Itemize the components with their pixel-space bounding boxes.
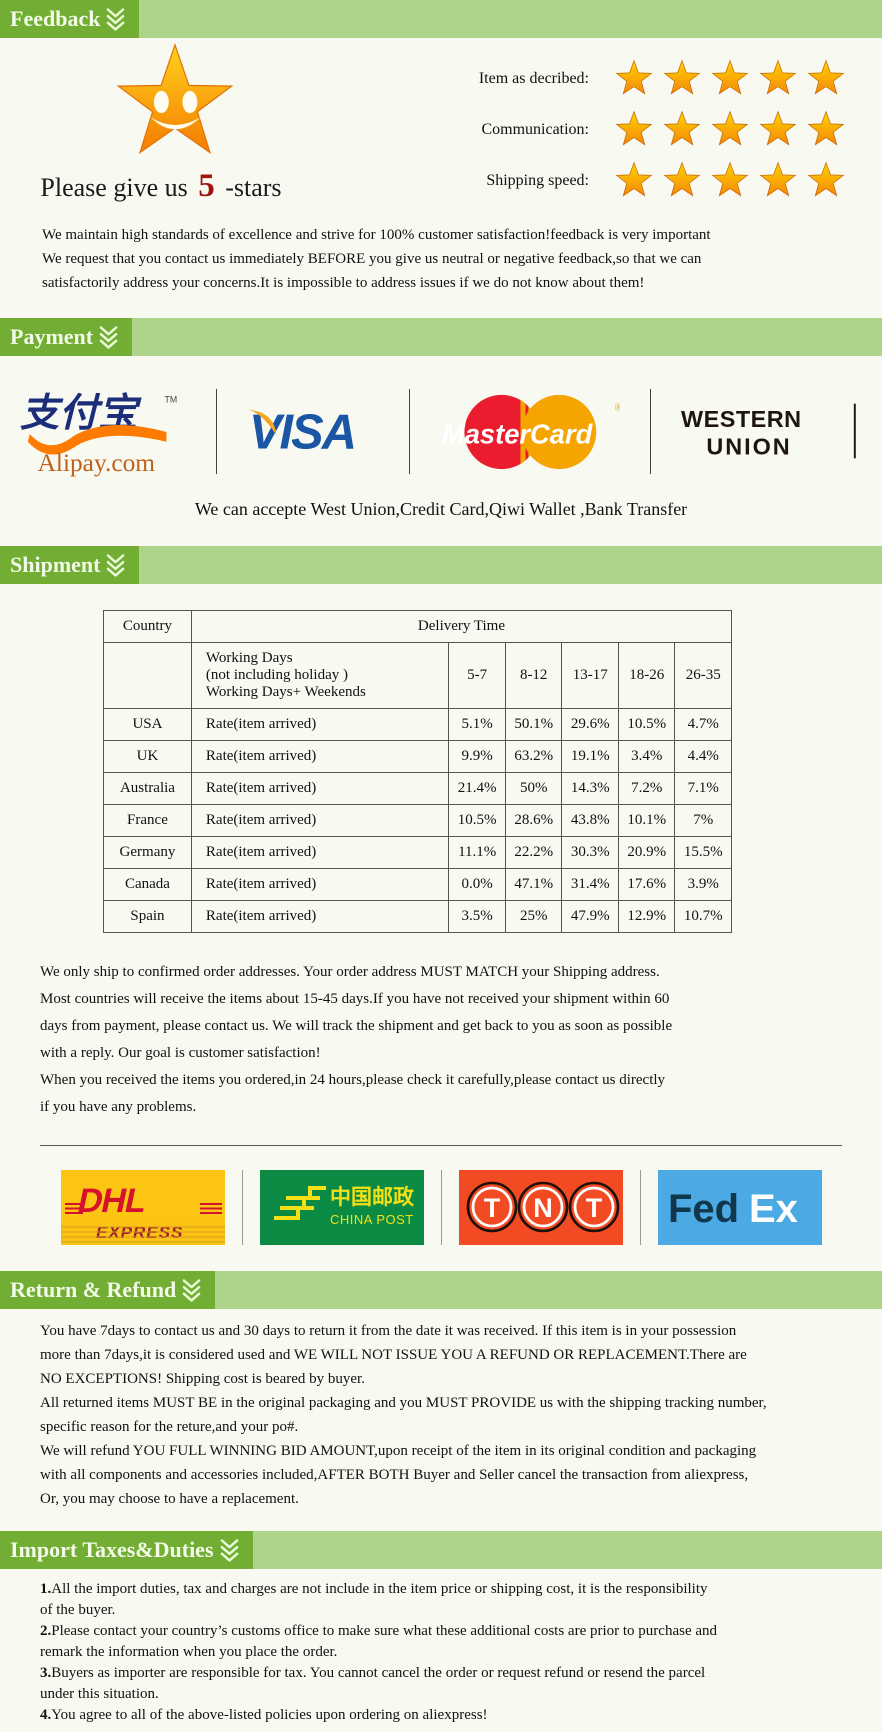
svg-text:VISA: VISA [249, 405, 355, 459]
svg-text:TM: TM [165, 395, 178, 405]
svg-text:Alipay.com: Alipay.com [38, 449, 156, 477]
svg-text:WESTERN: WESTERN [681, 406, 802, 432]
svg-text:CHINA POST: CHINA POST [330, 1212, 414, 1227]
svg-text:Ex: Ex [749, 1187, 798, 1231]
svg-text:®: ® [615, 402, 621, 413]
svg-text:T: T [484, 1193, 501, 1223]
svg-text:MasterCard: MasterCard [442, 418, 594, 449]
svg-text:T: T [586, 1193, 603, 1223]
svg-text:N: N [533, 1193, 553, 1223]
svg-text:中国邮政: 中国邮政 [330, 1185, 415, 1209]
svg-text:DHL: DHL [74, 1182, 149, 1220]
svg-text:UNION: UNION [707, 433, 792, 459]
svg-text:Fed: Fed [668, 1187, 739, 1231]
